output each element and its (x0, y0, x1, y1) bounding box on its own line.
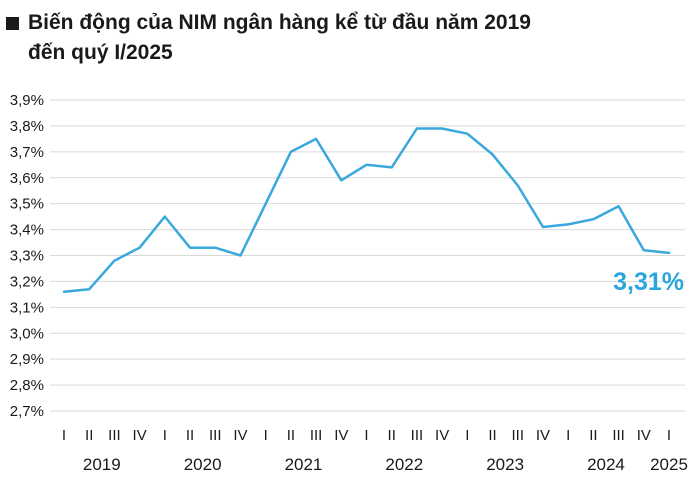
x-axis-year-labels: 2019 2020 2021 2022 2023 2024 2025 (83, 455, 688, 474)
y-tick-label: 3,6% (10, 170, 44, 187)
year-label: 2022 (385, 455, 423, 474)
y-tick-label: 2,9% (10, 351, 44, 368)
x-tick-label: III (209, 427, 222, 444)
y-tick-label: 3,5% (10, 196, 44, 213)
y-tick-label: 3,0% (10, 325, 44, 342)
x-tick-label: III (108, 427, 121, 444)
year-label: 2020 (184, 455, 222, 474)
chart-title-line-1: Biến động của NIM ngân hàng kể từ đầu nă… (28, 11, 531, 34)
y-tick-label: 3,8% (10, 118, 44, 135)
x-axis-ticks: I II III IV I II III IV I II III IV I II III IV I II III IV… (62, 427, 671, 444)
chart-title-line-2: đến quý I/2025 (28, 41, 173, 64)
year-label: 2025 (650, 455, 688, 474)
x-tick-label: I (62, 427, 66, 444)
chart-title-text: Biến động của NIM ngân hàng kể từ đầu nă… (28, 8, 531, 68)
x-tick-label: II (388, 427, 396, 444)
series-line (62, 127, 671, 294)
x-tick-label: II (85, 427, 93, 444)
y-tick-label: 3,1% (10, 299, 44, 316)
x-tick-label: III (310, 427, 323, 444)
year-label: 2019 (83, 455, 121, 474)
last-value-label: 3,31% (613, 268, 684, 296)
x-tick-label: II (488, 427, 496, 444)
y-tick-label: 2,7% (10, 403, 44, 420)
x-tick-label: I (364, 427, 368, 444)
x-tick-label: I (163, 427, 167, 444)
x-tick-label: IV (233, 427, 247, 444)
y-tick-label: 3,3% (10, 248, 44, 265)
y-tick-label: 3,7% (10, 144, 44, 161)
x-tick-label: I (465, 427, 469, 444)
x-tick-label: I (667, 427, 671, 444)
x-tick-label: II (287, 427, 295, 444)
x-tick-label: II (589, 427, 597, 444)
y-tick-label: 3,2% (10, 273, 44, 290)
x-tick-label: IV (133, 427, 147, 444)
y-gridlines (50, 99, 685, 412)
x-tick-label: I (566, 427, 570, 444)
x-tick-label: II (186, 427, 194, 444)
year-label: 2024 (587, 455, 625, 474)
title-square-icon (6, 17, 19, 30)
x-tick-label: IV (637, 427, 651, 444)
x-tick-label: III (411, 427, 424, 444)
x-tick-label: I (264, 427, 268, 444)
x-tick-label: IV (435, 427, 449, 444)
y-tick-label: 3,4% (10, 222, 44, 239)
year-label: 2021 (285, 455, 323, 474)
year-label: 2023 (486, 455, 524, 474)
y-axis-ticks: 2,7% 2,8% 2,9% 3,0% 3,1% 3,2% 3,3% 3,4% 3,5% 3,6%… (10, 92, 44, 420)
y-tick-label: 2,8% (10, 377, 44, 394)
y-tick-label: 3,9% (10, 92, 44, 109)
x-tick-label: IV (536, 427, 550, 444)
x-tick-label: III (511, 427, 524, 444)
x-tick-label: IV (334, 427, 348, 444)
x-tick-label: III (612, 427, 625, 444)
